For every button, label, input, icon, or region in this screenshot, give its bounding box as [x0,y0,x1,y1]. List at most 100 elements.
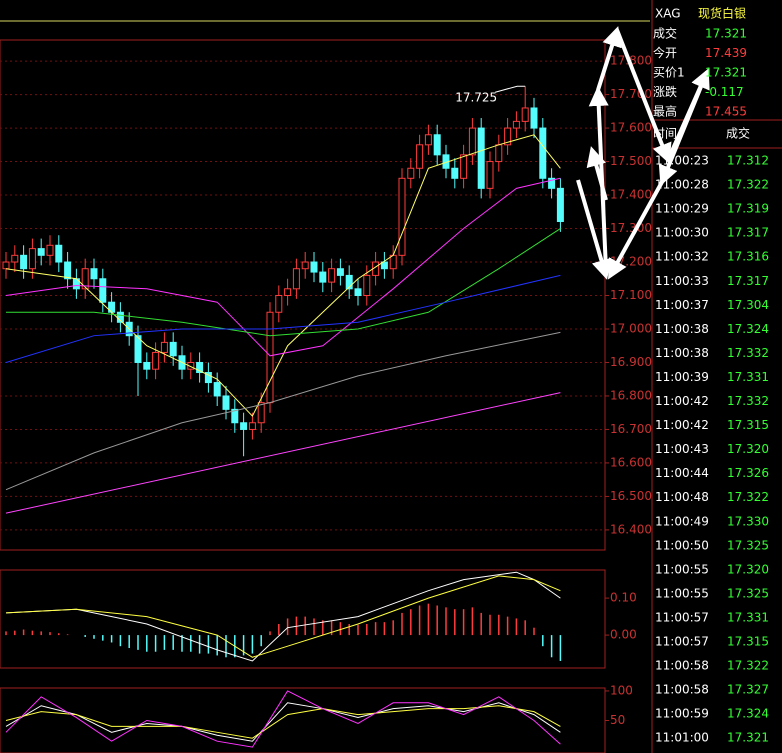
trade-price: 17.322 [727,178,769,192]
candle-body [248,422,256,430]
trade-price: 17.324 [727,322,769,336]
candle-body [187,361,195,370]
candle-body [486,161,494,189]
y-tick-label: 16.500 [610,489,652,503]
candle-body [556,187,564,222]
candle-body [11,254,19,263]
trade-time: 11:00:58 [655,659,709,673]
candle-body [416,144,424,169]
trade-time: 11:00:33 [655,274,709,288]
candle-body [530,107,538,129]
trade-time: 11:00:57 [655,610,709,624]
side-panel: XAG 现货白银 成交 17.321 今开 17.439 买价1 17.321 涨跌 -0.1… [653,6,769,745]
quote-value: 17.321 [705,66,747,80]
trade-price: 17.320 [727,442,769,456]
candle-body [20,254,28,270]
trade-price: 17.312 [727,154,769,168]
candle-body [143,361,151,370]
candle-body [90,268,98,280]
y-tick-label: 17.400 [610,188,652,202]
indicator-line [5,392,561,514]
trade-time: 11:00:42 [655,418,709,432]
candle-body [539,127,547,179]
candle-body [504,127,512,146]
trade-price: 17.317 [727,226,769,240]
candle-body [468,127,476,156]
y-tick-label: 17.300 [610,221,652,235]
trade-time: 11:00:42 [655,394,709,408]
trade-time: 11:00:49 [655,514,709,528]
candle-body [213,382,221,397]
indicator-line [5,331,561,491]
trades-header: 成交 [726,126,750,141]
trade-price: 17.331 [727,370,769,384]
trade-time: 11:00:37 [655,298,709,312]
candle-body [240,422,248,430]
candle-body [301,261,309,270]
trade-time: 11:00:59 [655,707,709,721]
trade-price: 17.332 [727,346,769,360]
charts: 16.400 16.500 16.600 16.700 16.800 16.900 17.0… [0,39,652,753]
trade-time: 11:00:28 [655,178,709,192]
quote-label: 最高 [653,104,677,119]
trade-time: 11:00:58 [655,683,709,697]
symbol: XAG [655,7,681,21]
candle-body [548,177,556,189]
indicator-line [5,575,561,658]
trade-price: 17.321 [727,731,769,745]
trade-time: 11:00:57 [655,635,709,649]
trade-time: 11:00:50 [655,538,709,552]
y-tick-label: 17.600 [610,121,652,135]
quote-label: 涨跌 [653,84,677,99]
trade-price: 17.317 [727,274,769,288]
trade-time: 11:00:38 [655,346,709,360]
arrow [658,71,709,186]
trade-price: 17.322 [727,659,769,673]
quote-label: 成交 [653,26,677,41]
candle-body [319,271,327,283]
trade-price: 17.315 [727,418,769,432]
arrows [576,26,710,280]
trade-time: 11:00:55 [655,562,709,576]
y-tick-label: 50 [610,713,625,727]
candle-body [424,134,432,146]
y-tick-label: 0.10 [610,591,637,605]
trade-price: 17.330 [727,514,769,528]
candle-body [169,341,177,357]
trade-price: 17.326 [727,466,769,480]
trade-price: 17.315 [727,635,769,649]
trade-time: 11:00:23 [655,154,709,168]
y-tick-label: 100 [610,683,633,697]
candle-body [64,261,72,280]
candle-body [512,120,520,129]
y-tick-label: 16.800 [610,388,652,402]
candle-body [46,244,54,256]
indicator-line [5,177,561,357]
y-tick-label: 16.900 [610,355,652,369]
candle-body [222,395,230,410]
arrow [576,179,612,280]
trade-price: 17.325 [727,586,769,600]
trade-price: 17.324 [727,707,769,721]
arrow [586,146,608,201]
annotation-leader [495,85,526,93]
quote-label: 今开 [653,45,677,60]
y-tick-label: 16.600 [610,455,652,469]
candle-body [275,295,283,313]
candle-body [363,274,371,297]
trade-time: 11:00:43 [655,442,709,456]
trade-price: 17.331 [727,610,769,624]
y-tick-label: 17.500 [610,154,652,168]
arrow [608,181,664,280]
candle-body [28,248,36,270]
candle-body [99,278,107,303]
candle-body [328,268,336,283]
candle-body [389,254,397,270]
candle-body [231,408,239,424]
quote-value: 17.455 [705,105,747,119]
arrow [596,26,622,91]
annotation: 17.725 [455,91,497,105]
candle-body [345,274,353,290]
candle-body [336,268,344,276]
quote-value: 17.439 [705,46,747,60]
